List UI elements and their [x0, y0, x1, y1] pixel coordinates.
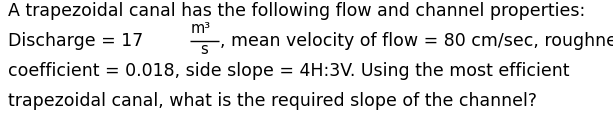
Text: A trapezoidal canal has the following flow and channel properties:: A trapezoidal canal has the following fl… — [8, 2, 585, 20]
Text: m³: m³ — [191, 21, 211, 36]
Text: trapezoidal canal, what is the required slope of the channel?: trapezoidal canal, what is the required … — [8, 92, 537, 110]
Text: s: s — [200, 42, 208, 57]
Text: , mean velocity of flow = 80 cm/sec, roughness: , mean velocity of flow = 80 cm/sec, rou… — [220, 32, 613, 50]
Text: coefficient = 0.018, side slope = 4H:3V. Using the most efficient: coefficient = 0.018, side slope = 4H:3V.… — [8, 62, 569, 80]
Text: Discharge = 17: Discharge = 17 — [8, 32, 149, 50]
